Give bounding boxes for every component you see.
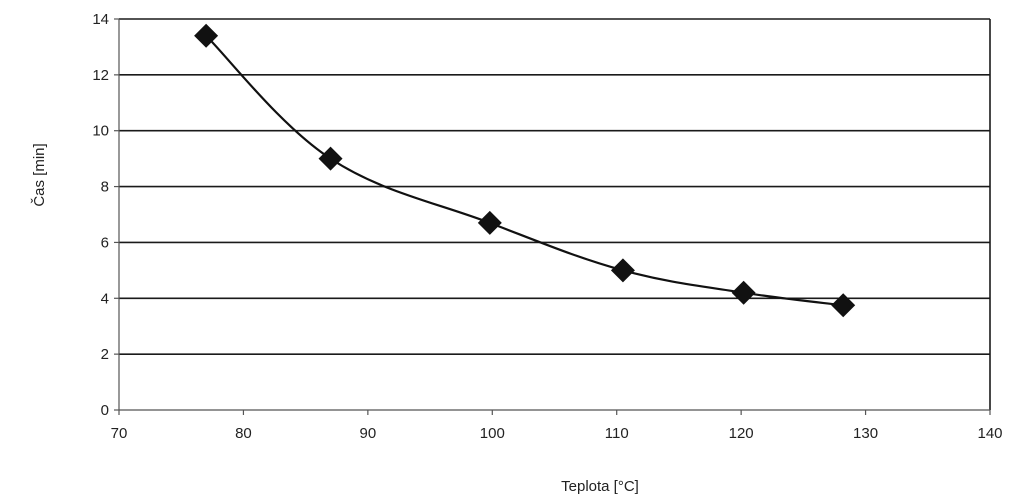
x-tick-label: 140 [977, 425, 1002, 442]
x-tick-label: 120 [729, 425, 754, 442]
data-point-marker [318, 146, 343, 171]
x-tick-label: 70 [111, 425, 128, 442]
x-tick-label: 80 [235, 425, 252, 442]
x-tick-label: 130 [853, 425, 878, 442]
series-line [205, 34, 844, 307]
y-tick-label: 2 [101, 346, 109, 363]
x-tick-label: 110 [605, 425, 629, 442]
y-tick-label: 14 [92, 11, 109, 28]
data-point-marker [194, 23, 219, 48]
x-axis-label: Teplota [°C] [561, 478, 639, 495]
x-axis-ticks: 70 80 90 100 110 120 130 140 [111, 410, 1003, 442]
data-point-marker [477, 210, 502, 235]
axes [118, 19, 991, 411]
y-tick-label: 8 [101, 179, 109, 196]
y-tick-label: 10 [92, 123, 109, 140]
data-point-marker [831, 293, 856, 318]
y-tick-label: 0 [101, 402, 109, 419]
x-tick-label: 90 [360, 425, 377, 442]
y-tick-label: 4 [101, 290, 109, 307]
y-axis-ticks: 0 2 4 6 8 10 12 14 [92, 11, 119, 419]
data-point-marker [610, 258, 635, 283]
y-tick-label: 12 [92, 67, 109, 84]
gridlines [119, 18, 990, 355]
data-point-marker [731, 280, 756, 305]
series-group [194, 23, 856, 318]
x-tick-label: 100 [480, 425, 505, 442]
y-axis-label: Čas [min] [31, 143, 48, 206]
y-tick-label: 6 [101, 234, 109, 251]
